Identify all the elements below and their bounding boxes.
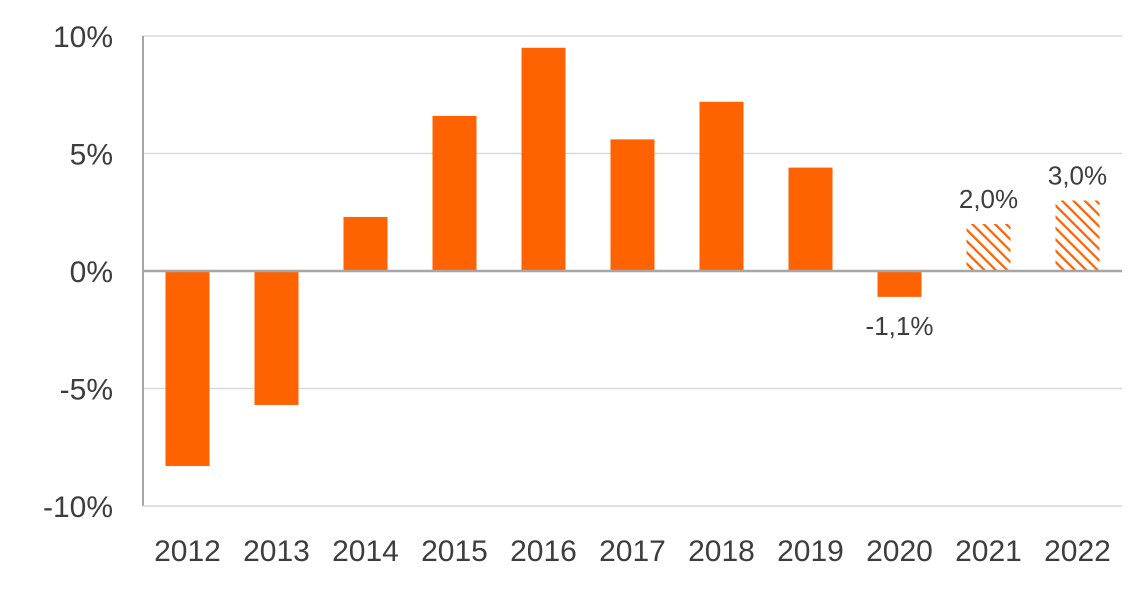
- bar: [699, 101, 744, 271]
- bar: [165, 271, 210, 467]
- x-tick-label: 2017: [599, 535, 666, 568]
- x-tick-label: 2022: [1044, 535, 1111, 568]
- bar: [877, 271, 922, 297]
- x-tick-label: 2012: [154, 535, 221, 568]
- x-tick-label: 2020: [866, 535, 933, 568]
- forecast-bar: [1055, 200, 1100, 271]
- x-tick-label: 2016: [510, 535, 577, 568]
- bar: [788, 167, 833, 271]
- data-label: 3,0%: [1048, 161, 1107, 191]
- bar: [432, 115, 477, 272]
- y-tick-label: 10%: [53, 21, 113, 54]
- bar: [610, 139, 655, 271]
- y-tick-label: 0%: [70, 256, 113, 289]
- y-tick-label: -10%: [43, 491, 113, 524]
- bar: [254, 271, 299, 405]
- data-label: -1,1%: [866, 311, 934, 341]
- labels: 10% 5% 0% -5% -10% 2012 2013 2014 2015 2016 2017 20…: [43, 21, 1111, 568]
- bars: [165, 47, 1100, 467]
- axes: [142, 36, 1122, 507]
- forecast-bar: [966, 224, 1011, 271]
- bar: [521, 47, 566, 271]
- data-label: 2,0%: [959, 184, 1018, 214]
- y-tick-label: -5%: [60, 374, 113, 407]
- y-tick-label: 5%: [70, 139, 113, 172]
- x-tick-label: 2015: [421, 535, 488, 568]
- x-tick-label: 2018: [688, 535, 755, 568]
- x-tick-label: 2019: [777, 535, 844, 568]
- x-tick-label: 2013: [243, 535, 310, 568]
- x-tick-label: 2021: [955, 535, 1022, 568]
- bar: [343, 216, 388, 271]
- x-tick-label: 2014: [332, 535, 399, 568]
